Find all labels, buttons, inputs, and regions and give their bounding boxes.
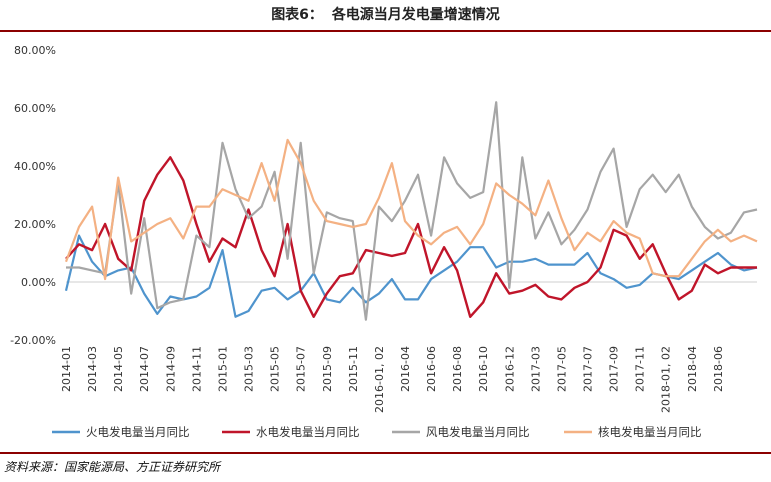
x-tick-label: 2015-07: [295, 346, 308, 392]
x-tick-label: 2015-05: [269, 346, 282, 392]
x-tick-label: 2016-01, 02: [373, 346, 386, 413]
y-tick-label: 60.00%: [14, 102, 56, 115]
series-line-2: [65, 156, 757, 318]
title-rule: [0, 30, 771, 32]
line-chart: 80.00% 60.00% 40.00% 20.00% 0.00% -20.00% 201…: [10, 44, 758, 439]
x-tick-label: 2016-06: [425, 346, 438, 392]
chart-title: 图表6： 各电源当月发电量增速情况: [0, 0, 771, 30]
y-tick-label: -20.00%: [10, 334, 56, 347]
y-tick-label: 40.00%: [14, 160, 56, 173]
x-tick-label: 2016-04: [399, 346, 412, 392]
x-tick-label: 2018-06: [712, 346, 725, 392]
x-tick-label: 2017-03: [529, 346, 542, 392]
legend-label: 水电发电量当月同比: [256, 425, 360, 439]
x-tick-label: 2014-07: [138, 346, 151, 392]
x-tick-label: 2016-10: [477, 346, 490, 392]
x-tick-label: 2017-11: [634, 346, 647, 392]
legend-label: 核电发电量当月同比: [598, 425, 702, 439]
legend-label: 火电发电量当月同比: [86, 425, 190, 439]
y-tick-label: 80.00%: [14, 44, 56, 57]
series-lines: [64, 101, 758, 321]
x-tick-label: 2014-01: [60, 346, 73, 392]
x-tick-label: 2014-03: [86, 346, 99, 392]
x-tick-label: 2014-05: [112, 346, 125, 392]
source-note: 资料来源：国家能源局、方正证券研究所: [4, 460, 221, 474]
x-tick-label: 2014-09: [164, 346, 177, 392]
x-tick-label: 2015-03: [243, 346, 256, 392]
x-axis: 2014-01 2014-03 2014-05 2014-07 2014-09 2014-…: [60, 346, 725, 413]
legend-label: 风电发电量当月同比: [426, 425, 530, 439]
x-tick-label: 2017-05: [555, 346, 568, 392]
x-tick-label: 2016-12: [503, 346, 516, 392]
x-tick-label: 2017-09: [608, 346, 621, 392]
x-tick-label: 2017-07: [582, 346, 595, 392]
footer-rule: [0, 452, 771, 454]
x-tick-label: 2016-08: [451, 346, 464, 392]
x-tick-label: 2015-01: [216, 346, 229, 392]
legend: 火电发电量当月同比 水电发电量当月同比 风电发电量当月同比 核电发电量当月同比: [52, 425, 702, 439]
x-tick-label: 2014-11: [190, 346, 203, 392]
figure-label: 图表6：: [271, 7, 323, 23]
x-tick-label: 2015-09: [321, 346, 334, 392]
x-tick-label: 2015-11: [347, 346, 360, 392]
y-tick-label: 20.00%: [14, 218, 56, 231]
x-tick-label: 2018-04: [686, 346, 699, 392]
x-tick-label: 2018-01, 02: [660, 346, 673, 413]
series-line-4: [64, 138, 758, 281]
figure-title: 各电源当月发电量增速情况: [331, 7, 500, 23]
y-tick-label: 0.00%: [21, 276, 56, 289]
series-line-3: [66, 101, 758, 321]
